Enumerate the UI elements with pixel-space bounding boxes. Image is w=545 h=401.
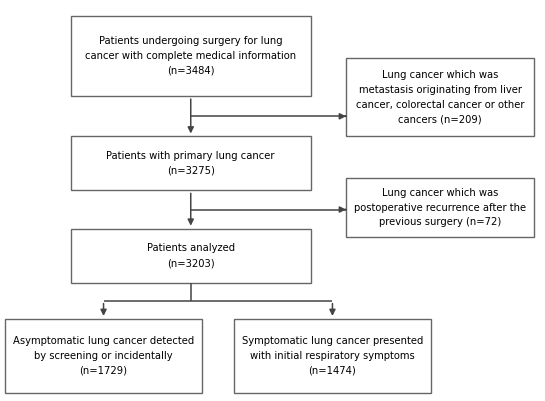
FancyBboxPatch shape [346,58,534,136]
FancyBboxPatch shape [234,319,431,393]
Text: Patients analyzed
(n=3203): Patients analyzed (n=3203) [147,243,235,268]
Text: Symptomatic lung cancer presented
with initial respiratory symptoms
(n=1474): Symptomatic lung cancer presented with i… [242,336,423,376]
Text: Patients with primary lung cancer
(n=3275): Patients with primary lung cancer (n=327… [106,151,275,176]
FancyBboxPatch shape [71,136,311,190]
FancyBboxPatch shape [5,319,202,393]
Text: Lung cancer which was
postoperative recurrence after the
previous surgery (n=72): Lung cancer which was postoperative recu… [354,188,526,227]
FancyBboxPatch shape [71,16,311,96]
Text: Lung cancer which was
metastasis originating from liver
cancer, colorectal cance: Lung cancer which was metastasis origina… [356,70,524,124]
Text: Patients undergoing surgery for lung
cancer with complete medical information
(n: Patients undergoing surgery for lung can… [85,36,296,76]
FancyBboxPatch shape [71,229,311,283]
Text: Asymptomatic lung cancer detected
by screening or incidentally
(n=1729): Asymptomatic lung cancer detected by scr… [13,336,194,376]
FancyBboxPatch shape [346,178,534,237]
